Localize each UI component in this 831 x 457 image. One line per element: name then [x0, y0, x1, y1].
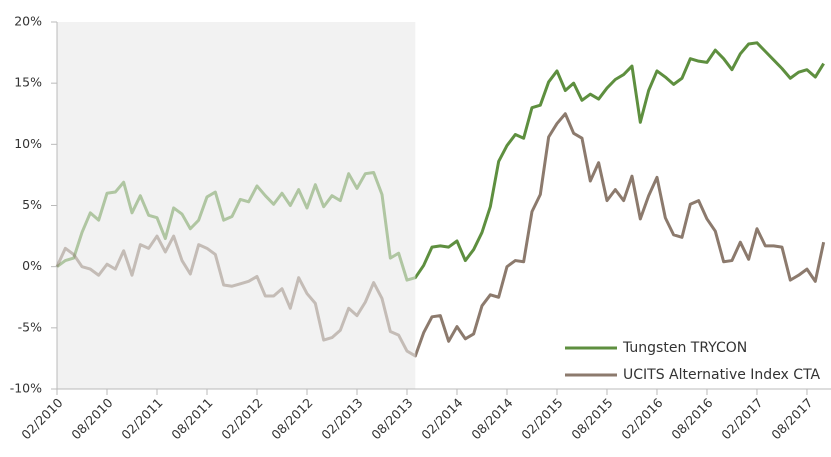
legend-label: UCITS Alternative Index CTA — [623, 367, 821, 383]
x-tick-label: 08/2012 — [268, 395, 315, 442]
series-line — [55, 112, 826, 358]
x-tick-label: 02/2015 — [518, 395, 565, 442]
x-tick-label: 02/2010 — [18, 395, 65, 442]
x-tick-label: 08/2011 — [168, 395, 215, 442]
x-tick-label: 08/2015 — [568, 395, 615, 442]
y-tick-label: -5% — [18, 319, 42, 334]
x-tick-label: 02/2014 — [418, 395, 465, 442]
y-tick-label: 20% — [14, 14, 42, 29]
legend-label: Tungsten TRYCON — [622, 340, 747, 356]
x-tick-label: 02/2011 — [118, 395, 165, 442]
x-tick-label: 02/2016 — [618, 395, 665, 442]
y-tick-label: -10% — [10, 381, 42, 396]
x-tick-label: 02/2013 — [318, 395, 365, 442]
y-tick-label: 10% — [14, 136, 42, 151]
x-tick-label: 08/2017 — [768, 395, 815, 442]
y-tick-label: 15% — [14, 75, 42, 90]
x-tick-label: 02/2012 — [218, 395, 265, 442]
y-tick-label: 5% — [22, 197, 42, 212]
x-tick-label: 08/2016 — [668, 395, 715, 442]
x-tick-label: 08/2013 — [368, 395, 415, 442]
x-tick-label: 08/2010 — [68, 395, 115, 442]
series-line — [56, 41, 825, 282]
x-tick-label: 08/2014 — [468, 395, 515, 442]
x-tick-label: 02/2017 — [718, 395, 765, 442]
y-tick-label: 0% — [22, 258, 42, 273]
